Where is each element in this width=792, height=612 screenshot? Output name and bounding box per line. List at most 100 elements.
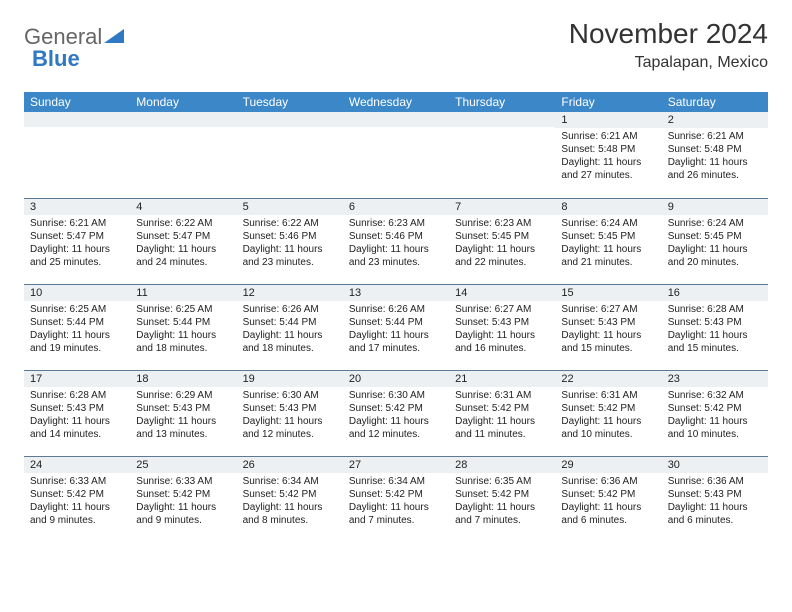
sunrise-text: Sunrise: 6:32 AM bbox=[668, 389, 762, 402]
day-number: 1 bbox=[555, 112, 661, 128]
day-content: Sunrise: 6:23 AMSunset: 5:46 PMDaylight:… bbox=[343, 215, 449, 284]
day-number bbox=[130, 112, 236, 127]
day-content: Sunrise: 6:21 AMSunset: 5:48 PMDaylight:… bbox=[662, 128, 768, 198]
calendar-day-cell: 27Sunrise: 6:34 AMSunset: 5:42 PMDayligh… bbox=[343, 456, 449, 542]
sunset-text: Sunset: 5:42 PM bbox=[668, 402, 762, 415]
calendar-page: General November 2024 Tapalapan, Mexico … bbox=[0, 0, 792, 552]
logo-line2: Blue bbox=[32, 40, 80, 72]
calendar-day-cell: 23 Sunrise: 6:32 AMSunset: 5:42 PMDayligh… bbox=[662, 370, 768, 456]
calendar-week-row: 3Sunrise: 6:21 AMSunset: 5:47 PMDaylight… bbox=[24, 198, 768, 284]
sunrise-text: Sunrise: 6:28 AM bbox=[668, 303, 762, 316]
daylight-text: Daylight: 11 hours and 8 minutes. bbox=[243, 501, 337, 527]
sunset-text: Sunset: 5:43 PM bbox=[243, 402, 337, 415]
calendar-week-row: 1Sunrise: 6:21 AMSunset: 5:48 PMDaylight… bbox=[24, 112, 768, 198]
calendar-week-row: 17Sunrise: 6:28 AMSunset: 5:43 PMDayligh… bbox=[24, 370, 768, 456]
daylight-text: Daylight: 11 hours and 12 minutes. bbox=[349, 415, 443, 441]
daylight-text: Daylight: 11 hours and 15 minutes. bbox=[561, 329, 655, 355]
day-number: 19 bbox=[237, 371, 343, 387]
calendar-day-cell: 8Sunrise: 6:24 AMSunset: 5:45 PMDaylight… bbox=[555, 198, 661, 284]
sunset-text: Sunset: 5:43 PM bbox=[30, 402, 124, 415]
sunrise-text: Sunrise: 6:21 AM bbox=[668, 130, 762, 143]
calendar-day-cell: 16Sunrise: 6:28 AMSunset: 5:43 PMDayligh… bbox=[662, 284, 768, 370]
sunrise-text: Sunrise: 6:30 AM bbox=[349, 389, 443, 402]
daylight-text: Daylight: 11 hours and 6 minutes. bbox=[668, 501, 762, 527]
sunrise-text: Sunrise: 6:22 AM bbox=[136, 217, 230, 230]
day-content: Sunrise: 6:27 AMSunset: 5:43 PMDaylight:… bbox=[449, 301, 555, 370]
daylight-text: Daylight: 11 hours and 23 minutes. bbox=[349, 243, 443, 269]
calendar-day-cell: 6Sunrise: 6:23 AMSunset: 5:46 PMDaylight… bbox=[343, 198, 449, 284]
calendar-day-cell: 18Sunrise: 6:29 AMSunset: 5:43 PMDayligh… bbox=[130, 370, 236, 456]
day-content: Sunrise: 6:21 AMSunset: 5:47 PMDaylight:… bbox=[24, 215, 130, 284]
day-number: 30 bbox=[662, 457, 768, 473]
day-number: 13 bbox=[343, 285, 449, 301]
day-number: 16 bbox=[662, 285, 768, 301]
daylight-text: Daylight: 11 hours and 16 minutes. bbox=[455, 329, 549, 355]
calendar-day-cell: 19Sunrise: 6:30 AMSunset: 5:43 PMDayligh… bbox=[237, 370, 343, 456]
sunrise-text: Sunrise: 6:31 AM bbox=[455, 389, 549, 402]
day-number: 11 bbox=[130, 285, 236, 301]
sunrise-text: Sunrise: 6:35 AM bbox=[455, 475, 549, 488]
sunset-text: Sunset: 5:47 PM bbox=[136, 230, 230, 243]
calendar-day-cell: 22Sunrise: 6:31 AMSunset: 5:42 PMDayligh… bbox=[555, 370, 661, 456]
day-content: Sunrise: 6:31 AMSunset: 5:42 PMDaylight:… bbox=[449, 387, 555, 456]
daylight-text: Daylight: 11 hours and 9 minutes. bbox=[30, 501, 124, 527]
day-content: Sunrise: 6:24 AMSunset: 5:45 PMDaylight:… bbox=[662, 215, 768, 284]
daylight-text: Daylight: 11 hours and 26 minutes. bbox=[668, 156, 762, 182]
sunrise-text: Sunrise: 6:26 AM bbox=[349, 303, 443, 316]
day-content: Sunrise: 6:30 AMSunset: 5:43 PMDaylight:… bbox=[237, 387, 343, 456]
day-number: 14 bbox=[449, 285, 555, 301]
day-content: Sunrise: 6:23 AMSunset: 5:45 PMDaylight:… bbox=[449, 215, 555, 284]
daylight-text: Daylight: 11 hours and 19 minutes. bbox=[30, 329, 124, 355]
calendar-day-cell: 21Sunrise: 6:31 AMSunset: 5:42 PMDayligh… bbox=[449, 370, 555, 456]
daylight-text: Daylight: 11 hours and 10 minutes. bbox=[561, 415, 655, 441]
sunset-text: Sunset: 5:42 PM bbox=[349, 488, 443, 501]
sunset-text: Sunset: 5:46 PM bbox=[349, 230, 443, 243]
calendar-day-cell: 29 Sunrise: 6:36 AMSunset: 5:42 PMDayligh… bbox=[555, 456, 661, 542]
day-content: Sunrise: 6:33 AMSunset: 5:42 PMDaylight:… bbox=[24, 473, 130, 543]
daylight-text: Daylight: 11 hours and 10 minutes. bbox=[668, 415, 762, 441]
daylight-text: Daylight: 11 hours and 6 minutes. bbox=[561, 501, 655, 527]
sunset-text: Sunset: 5:42 PM bbox=[561, 488, 655, 501]
day-content: Sunrise: 6:33 AMSunset: 5:42 PMDaylight:… bbox=[130, 473, 236, 543]
sunrise-text: Sunrise: 6:25 AM bbox=[136, 303, 230, 316]
day-number: 29 bbox=[555, 457, 661, 473]
daylight-text: Daylight: 11 hours and 11 minutes. bbox=[455, 415, 549, 441]
day-number: 27 bbox=[343, 457, 449, 473]
calendar-day-cell: 14Sunrise: 6:27 AMSunset: 5:43 PMDayligh… bbox=[449, 284, 555, 370]
calendar-day-cell: 5Sunrise: 6:22 AMSunset: 5:46 PMDaylight… bbox=[237, 198, 343, 284]
sunset-text: Sunset: 5:43 PM bbox=[561, 316, 655, 329]
day-content: Sunrise: 6:31 AMSunset: 5:42 PMDaylight:… bbox=[555, 387, 661, 456]
day-number: 2 bbox=[662, 112, 768, 128]
calendar-table: Sunday Monday Tuesday Wednesday Thursday… bbox=[24, 92, 768, 542]
calendar-day-cell: 13Sunrise: 6:26 AMSunset: 5:44 PMDayligh… bbox=[343, 284, 449, 370]
day-number: 22 bbox=[555, 371, 661, 387]
sunrise-text: Sunrise: 6:34 AM bbox=[243, 475, 337, 488]
day-number bbox=[24, 112, 130, 127]
sunset-text: Sunset: 5:44 PM bbox=[30, 316, 124, 329]
sunrise-text: Sunrise: 6:36 AM bbox=[561, 475, 655, 488]
calendar-day-cell: 3Sunrise: 6:21 AMSunset: 5:47 PMDaylight… bbox=[24, 198, 130, 284]
location-label: Tapalapan, Mexico bbox=[569, 54, 768, 72]
sunset-text: Sunset: 5:44 PM bbox=[243, 316, 337, 329]
calendar-day-cell: 30Sunrise: 6:36 AMSunset: 5:43 PMDayligh… bbox=[662, 456, 768, 542]
sunrise-text: Sunrise: 6:21 AM bbox=[561, 130, 655, 143]
day-number: 8 bbox=[555, 199, 661, 215]
weekday-thursday: Thursday bbox=[449, 92, 555, 112]
sunset-text: Sunset: 5:43 PM bbox=[136, 402, 230, 415]
daylight-text: Daylight: 11 hours and 7 minutes. bbox=[455, 501, 549, 527]
weekday-tuesday: Tuesday bbox=[237, 92, 343, 112]
sunrise-text: Sunrise: 6:36 AM bbox=[668, 475, 762, 488]
sunrise-text: Sunrise: 6:34 AM bbox=[349, 475, 443, 488]
sunrise-text: Sunrise: 6:31 AM bbox=[561, 389, 655, 402]
calendar-day-cell bbox=[237, 112, 343, 198]
calendar-day-cell: 15Sunrise: 6:27 AMSunset: 5:43 PMDayligh… bbox=[555, 284, 661, 370]
day-content: Sunrise: 6:29 AMSunset: 5:43 PMDaylight:… bbox=[130, 387, 236, 456]
calendar-body: 1Sunrise: 6:21 AMSunset: 5:48 PMDaylight… bbox=[24, 112, 768, 542]
sunrise-text: Sunrise: 6:30 AM bbox=[243, 389, 337, 402]
calendar-day-cell: 17Sunrise: 6:28 AMSunset: 5:43 PMDayligh… bbox=[24, 370, 130, 456]
day-number: 15 bbox=[555, 285, 661, 301]
calendar-day-cell bbox=[449, 112, 555, 198]
day-content: Sunrise: 6:25 AMSunset: 5:44 PMDaylight:… bbox=[24, 301, 130, 370]
page-header: General November 2024 Tapalapan, Mexico bbox=[24, 18, 768, 72]
day-number: 23 bbox=[662, 371, 768, 387]
